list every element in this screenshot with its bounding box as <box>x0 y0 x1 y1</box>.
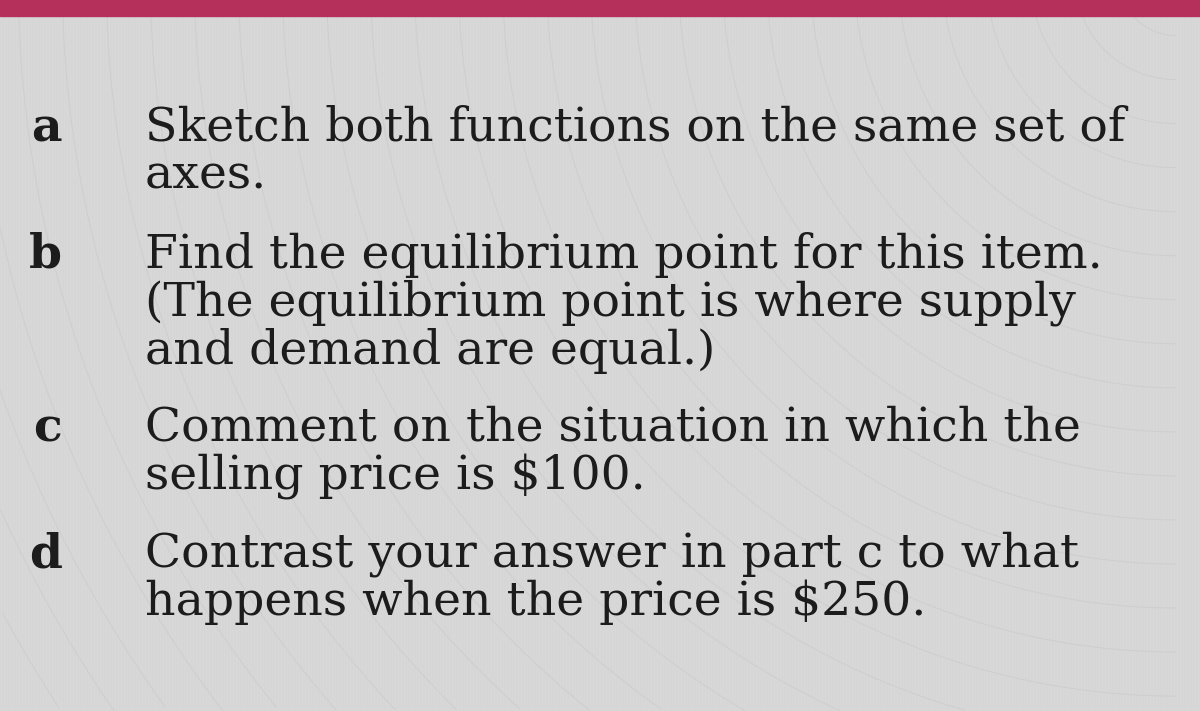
Text: axes.: axes. <box>145 154 268 199</box>
Text: Comment on the situation in which the: Comment on the situation in which the <box>145 406 1081 451</box>
Bar <box>0 0 1200 16</box>
Text: a: a <box>31 106 62 151</box>
Text: happens when the price is $250.: happens when the price is $250. <box>145 579 926 625</box>
Text: c: c <box>34 406 62 451</box>
Text: Find the equilibrium point for this item.: Find the equilibrium point for this item… <box>145 232 1103 277</box>
Text: and demand are equal.): and demand are equal.) <box>145 328 715 374</box>
Text: b: b <box>29 232 62 277</box>
Text: d: d <box>29 532 62 577</box>
Text: selling price is $100.: selling price is $100. <box>145 454 646 500</box>
Text: Contrast your answer in part c to what: Contrast your answer in part c to what <box>145 532 1079 577</box>
Text: Sketch both functions on the same set of: Sketch both functions on the same set of <box>145 106 1126 151</box>
Text: (The equilibrium point is where supply: (The equilibrium point is where supply <box>145 279 1076 326</box>
